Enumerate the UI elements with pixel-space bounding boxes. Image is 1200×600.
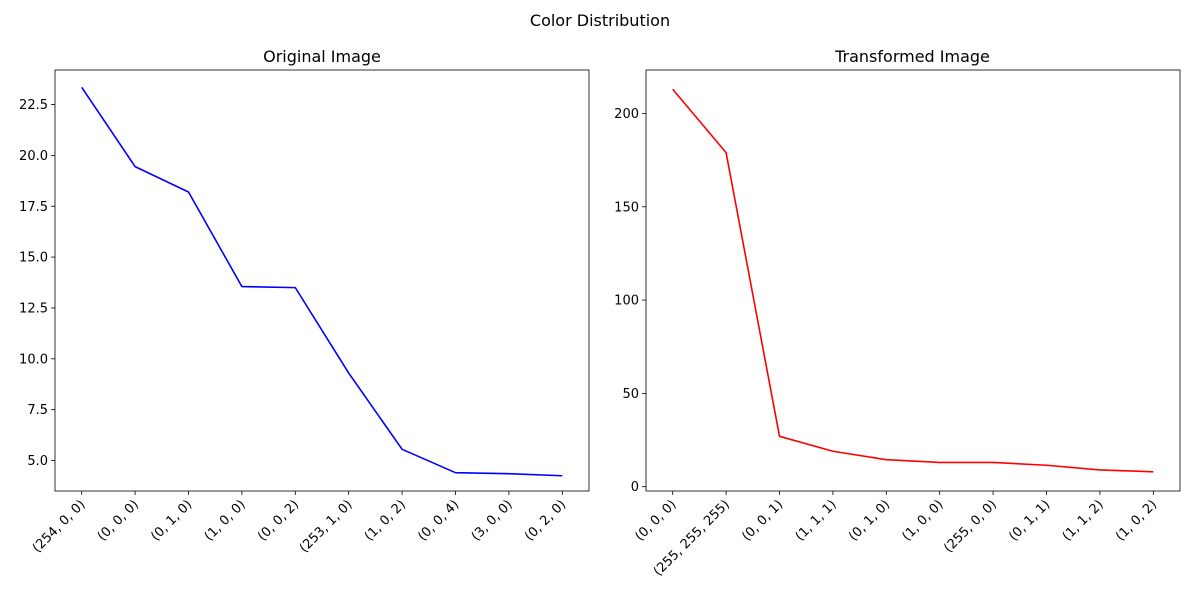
- chart-original-image: Original Image 5.0 7.5 10.0 12.5 15.0 17.5 20.…: [19, 47, 590, 556]
- x-tick-label: (0, 0, 2): [255, 497, 302, 544]
- series-line: [81, 86, 563, 477]
- x-tick-label: (1, 0, 0): [900, 497, 947, 544]
- x-tick-label: (1, 0, 2): [1113, 497, 1160, 544]
- x-tick-label: (254, 0, 0): [30, 497, 89, 556]
- y-tick-label: 12.5: [19, 301, 48, 316]
- x-tick-label: (1, 1, 2): [1060, 497, 1107, 544]
- y-tick-label: 22.5: [19, 98, 48, 113]
- y-tick-label: 5.0: [27, 454, 48, 469]
- x-tick-label: (0, 0, 1): [739, 497, 786, 544]
- y-tick-label: 15.0: [19, 251, 48, 266]
- x-tick-label: (0, 1, 1): [1006, 497, 1053, 544]
- y-tick-label: 17.5: [19, 200, 48, 215]
- x-tick-label: (0, 1, 0): [148, 497, 195, 544]
- x-tick-label: (0, 0, 0): [633, 497, 680, 544]
- x-tick-label: (0, 2, 0): [522, 497, 569, 544]
- chart-title: Original Image: [263, 47, 381, 66]
- x-tick-label: (0, 1, 0): [846, 497, 893, 544]
- x-tick-label: (1, 1, 1): [793, 497, 840, 544]
- x-tick-label: (255, 0, 0): [941, 497, 1000, 556]
- axes-frame: [645, 69, 1181, 492]
- x-tick-label: (253, 1, 0): [297, 497, 356, 556]
- series-line: [672, 88, 1154, 473]
- x-tick-label: (0, 0, 4): [415, 497, 462, 544]
- y-tick-label: 20.0: [19, 149, 48, 164]
- y-tick-label: 7.5: [27, 403, 48, 418]
- y-tick-label: 200: [614, 107, 639, 122]
- y-tick-label: 50: [622, 387, 639, 402]
- chart-title: Transformed Image: [834, 47, 990, 66]
- x-tick-label: (1, 0, 2): [362, 497, 409, 544]
- axes-frame: [54, 69, 590, 492]
- x-tick-label: (0, 0, 0): [95, 497, 142, 544]
- y-tick-label: 100: [614, 294, 639, 309]
- figure-suptitle: Color Distribution: [530, 11, 670, 30]
- chart-transformed-image: Transformed Image 0 50 100 150 200 (0, 0, 0) (…: [614, 47, 1181, 579]
- x-tick-label: (3, 0, 0): [469, 497, 516, 544]
- y-tick-label: 0: [631, 480, 639, 495]
- x-tick-label: (1, 0, 0): [202, 497, 249, 544]
- y-tick-label: 10.0: [19, 352, 48, 367]
- y-tick-label: 150: [614, 200, 639, 215]
